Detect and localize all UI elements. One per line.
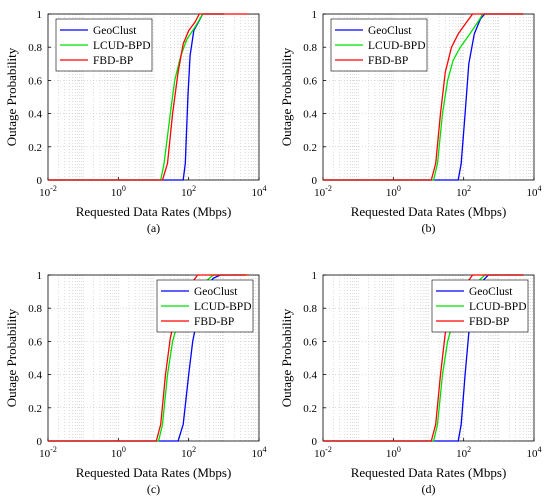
chart-panel: 10-2 100 102 104 0 0.2 0.4 0.6 0.8 1 GeoClust LCUD-… [4,9,267,235]
panel-caption: (c) [147,482,160,496]
panel-caption: (a) [147,221,160,235]
y-axis-label: Outage Probability [4,308,19,407]
y-tick-label: 0 [37,436,43,448]
x-tick-label: 10-2 [39,445,57,460]
x-tick-label: 100 [386,445,401,460]
legend: GeoClust LCUD-BPD FBD-BP [330,18,428,72]
legend-label: GeoClust [93,25,137,37]
series-line [48,13,224,181]
legend-label: GeoClust [469,286,513,298]
series-line [323,13,524,181]
legend: GeoClust LCUD-BPD FBD-BP [431,279,529,333]
y-tick-label: 0.8 [28,42,42,54]
x-tick-label: 100 [111,445,126,460]
y-tick-label: 0.8 [28,303,42,315]
x-tick-label: 10-2 [314,184,332,199]
y-tick-label: 0.8 [303,303,317,315]
x-tick-label: 104 [252,184,267,199]
y-axis-label: Outage Probability [4,47,19,146]
panel-caption: (d) [422,482,436,496]
y-tick-label: 0.2 [303,403,317,415]
y-tick-label: 1 [37,270,43,282]
panel-caption: (b) [422,221,436,235]
series-line [323,274,524,442]
y-tick-label: 0.6 [28,336,42,348]
x-tick-label: 102 [456,184,471,199]
chart-panel: 10-2 100 102 104 0 0.2 0.4 0.6 0.8 1 GeoClust LCUD-… [279,9,542,235]
x-axis-label: Requested Data Rates (Mbps) [351,465,507,480]
y-tick-label: 0 [37,175,43,187]
x-tick-label: 102 [181,445,196,460]
y-tick-label: 1 [312,9,318,21]
x-tick-label: 102 [456,445,471,460]
y-tick-label: 0 [312,436,318,448]
legend: GeoClust LCUD-BPD FBD-BP [156,279,254,333]
legend-label: FBD-BP [368,55,408,67]
x-tick-label: 10-2 [314,445,332,460]
y-tick-label: 0.2 [303,142,317,154]
x-axis-label: Requested Data Rates (Mbps) [76,204,232,219]
y-tick-label: 0.2 [28,142,42,154]
y-tick-label: 0.6 [303,75,317,87]
y-tick-label: 1 [312,270,318,282]
y-axis-label: Outage Probability [279,308,294,407]
y-axis-label: Outage Probability [279,47,294,146]
y-tick-label: 0.8 [303,42,317,54]
legend-label: GeoClust [368,25,412,37]
x-tick-label: 104 [252,445,267,460]
x-tick-label: 104 [527,445,542,460]
legend-label: LCUD-BPD [368,40,426,52]
series-line [323,13,524,181]
legend-label: LCUD-BPD [194,301,252,313]
y-tick-label: 0.2 [28,403,42,415]
series-line [48,13,249,181]
legend-label: GeoClust [194,286,238,298]
legend-label: LCUD-BPD [93,40,151,52]
legend-label: FBD-BP [93,55,133,67]
legend: GeoClust LCUD-BPD FBD-BP [55,18,153,72]
y-tick-label: 0.4 [28,109,42,121]
x-tick-label: 100 [111,184,126,199]
x-axis-label: Requested Data Rates (Mbps) [76,465,232,480]
x-tick-label: 10-2 [39,184,57,199]
y-tick-label: 0.6 [28,75,42,87]
y-tick-label: 0.4 [303,109,317,121]
legend-label: FBD-BP [469,316,509,328]
x-tick-label: 100 [386,184,401,199]
chart-panel: 10-2 100 102 104 0 0.2 0.4 0.6 0.8 1 GeoClust LCUD-… [279,270,542,496]
y-tick-label: 0.4 [28,370,42,382]
x-tick-label: 102 [181,184,196,199]
y-tick-label: 1 [37,9,43,21]
x-axis-label: Requested Data Rates (Mbps) [351,204,507,219]
series-line [323,13,524,181]
x-tick-label: 104 [527,184,542,199]
y-tick-label: 0.4 [303,370,317,382]
y-tick-label: 0 [312,175,318,187]
chart-panel: 10-2 100 102 104 0 0.2 0.4 0.6 0.8 1 GeoClust LCUD-… [4,270,267,496]
y-tick-label: 0.6 [303,336,317,348]
legend-label: LCUD-BPD [469,301,527,313]
legend-label: FBD-BP [194,316,234,328]
